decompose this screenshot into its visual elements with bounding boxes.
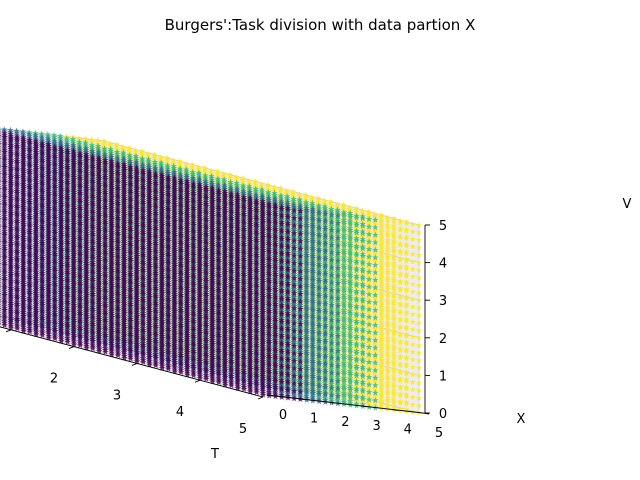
chart-3d-scatter: 012345012345012345 Burgers':Task divisio… [0, 0, 640, 480]
